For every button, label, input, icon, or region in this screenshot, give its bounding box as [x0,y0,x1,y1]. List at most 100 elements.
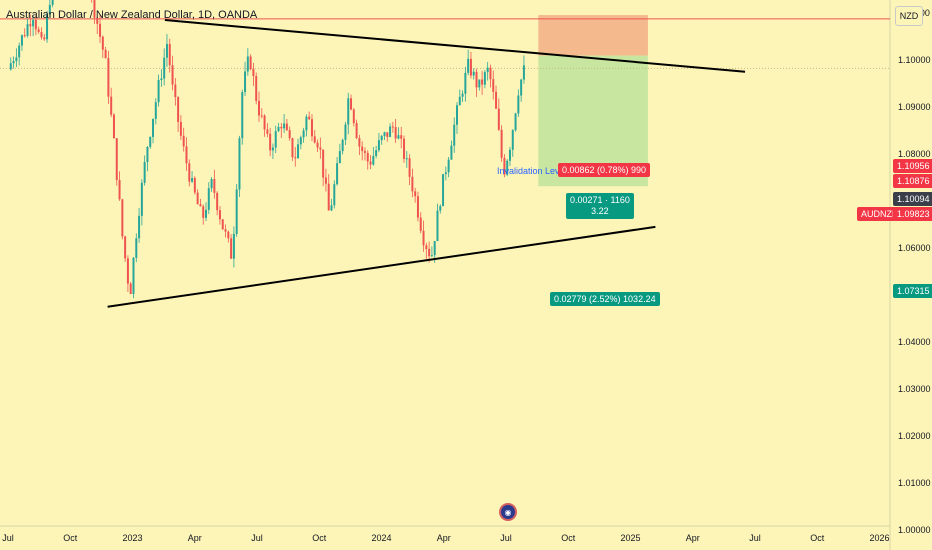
candle-body [439,206,442,211]
candle-body [338,151,341,164]
candle-body [118,180,121,200]
candle-body [163,57,166,79]
x-tick-label: Oct [312,533,327,543]
candle-body [179,121,182,136]
candle-body [213,179,216,193]
price-tag-stop: 1.10956 [893,159,932,173]
x-tick-label: Jul [749,533,761,543]
candle-body [411,176,414,192]
candle-body [252,69,255,77]
candle-body [458,96,461,106]
candle-body [263,115,266,130]
candle-body [182,135,185,147]
candle-body [294,157,297,159]
candle-body [361,146,364,152]
stop-loss-badge: 0.00862 (0.78%) 990 [558,163,651,177]
price-tag-invalidation: 1.10876 [893,174,932,188]
candle-body [224,229,227,232]
candle-body [330,205,333,211]
candle-body [425,245,428,250]
candle-body [444,172,447,175]
candle-body [308,116,311,120]
candle-body [48,4,51,15]
candle-body [310,119,313,137]
candle-body [160,78,163,81]
tradingview-logo-icon[interactable]: ◉ [499,503,517,521]
candle-body [138,215,141,239]
candle-body [266,129,269,134]
candle-body [255,76,258,101]
upper-trendline [164,19,746,73]
y-tick-label: 1.06000 [898,243,931,253]
position-mid-badge: 0.00271 · 1160 3.22 [566,193,634,219]
candle-body [316,142,319,148]
candle-body [140,182,143,216]
candle-body [403,138,406,159]
candle-body [297,144,300,159]
candle-body [257,100,260,116]
candle-body [188,163,191,182]
candle-body [366,152,369,162]
candle-body [350,98,353,110]
candle-body [124,236,127,259]
candle-body [149,136,152,147]
candle-body [475,71,478,88]
candle-body [29,24,32,27]
x-tick-label: Apr [188,533,202,543]
candle-body [269,133,272,151]
y-tick-label: 1.09000 [898,102,931,112]
candle-body [464,72,467,94]
candle-body [112,114,115,139]
candle-body [221,219,224,230]
candle-body [422,230,425,246]
candle-body [285,123,288,131]
y-tick-label: 1.00000 [898,525,931,535]
candle-body [447,159,450,173]
candle-body [453,124,456,146]
candle-body [238,138,241,190]
candle-body [442,174,445,207]
candle-body [20,35,23,46]
candle-body [500,129,503,158]
candle-body [469,58,472,76]
candle-body [115,138,118,181]
candle-body [397,135,400,139]
x-tick-label: Jul [2,533,14,543]
candle-body [177,97,180,122]
price-tag-target: 1.07315 [893,284,932,298]
candle-body [9,63,12,70]
candle-body [489,67,492,80]
currency-button[interactable]: NZD [895,6,923,26]
candle-body [511,130,514,150]
candle-body [355,123,358,139]
candle-body [389,126,392,137]
y-tick-label: 1.02000 [898,431,931,441]
candle-body [143,162,146,183]
candle-body [486,67,489,73]
candle-body [260,115,263,117]
candle-body [218,210,221,220]
candle-body [277,126,280,132]
y-tick-label: 1.03000 [898,384,931,394]
symbol-tag: AUDNZD [857,207,903,221]
candle-body [522,65,525,80]
candle-body [18,45,21,58]
candle-body [249,56,252,70]
candle-body [400,135,403,139]
candle-body [461,93,464,97]
candle-body [344,124,347,140]
candle-body [288,130,291,139]
candle-body [383,132,386,136]
candle-body [96,17,99,24]
candle-body [193,177,196,193]
candle-body [216,192,219,211]
y-tick-label: 1.01000 [898,478,931,488]
candle-body [12,60,15,64]
candle-body [196,192,199,205]
candle-body [322,149,325,178]
candle-body [503,157,506,175]
candle-body [46,14,49,40]
candle-body [506,160,509,175]
